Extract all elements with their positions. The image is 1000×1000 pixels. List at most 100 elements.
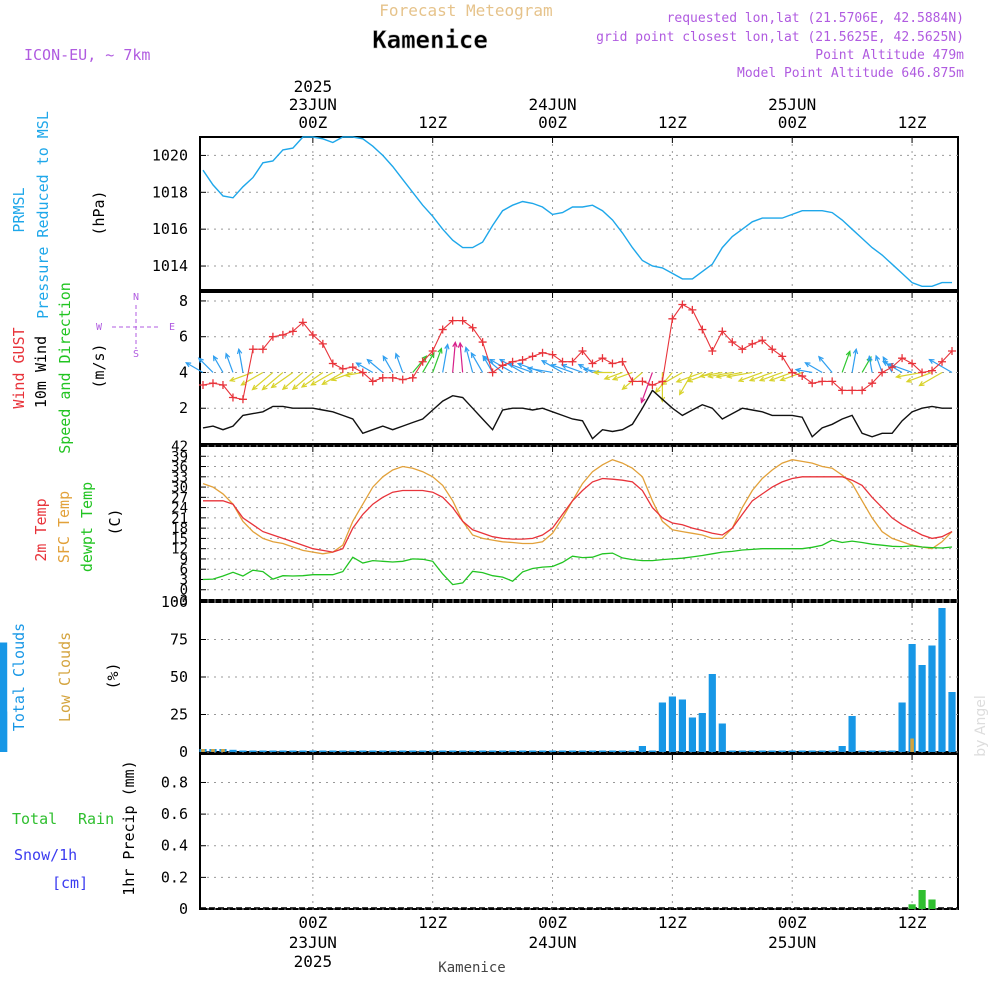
wind-arrow xyxy=(442,344,449,373)
wind-gust-marker xyxy=(838,386,847,395)
top-hour-label: 00Z xyxy=(538,113,567,132)
top-hour-label: 00Z xyxy=(778,113,807,132)
total-clouds-bar xyxy=(858,750,866,752)
wind-arrow xyxy=(271,371,294,388)
wind-arrow xyxy=(213,355,224,373)
pressure-series xyxy=(202,136,952,287)
wind-series xyxy=(185,300,957,440)
wind-gust-marker xyxy=(628,377,637,386)
total-clouds-bar xyxy=(798,750,806,752)
total-clouds-bar xyxy=(918,665,926,752)
wind-arrowhead xyxy=(310,380,317,386)
compass-e: E xyxy=(169,322,175,333)
temp-dewpt-label: dewpt Temp xyxy=(78,482,96,572)
temp-2m-label: 2m Temp xyxy=(32,498,50,561)
wind-gust-marker xyxy=(208,379,217,388)
temp-ytick-label: 6 xyxy=(180,562,188,578)
temp-ytick-label: 3 xyxy=(180,572,188,588)
wind-gust-marker xyxy=(918,368,927,377)
wind-gust-label: Wind GUST xyxy=(10,327,28,408)
total-clouds-bar xyxy=(509,750,517,752)
wind-gust-marker xyxy=(788,368,797,377)
precip-snow-label: Snow/1h xyxy=(14,846,77,864)
total-clouds-bar xyxy=(728,750,736,752)
wind-arrowhead xyxy=(804,362,811,368)
total-clouds-bar xyxy=(469,750,477,752)
precip-series xyxy=(200,890,958,909)
wind-arrowhead xyxy=(526,366,534,372)
clouds-ytick-label: 0 xyxy=(179,743,188,761)
wind-gust-marker xyxy=(408,373,417,382)
rain-bar xyxy=(928,899,936,909)
total-clouds-bar xyxy=(688,717,696,752)
wind-gust-marker xyxy=(538,348,547,357)
top-hour-label: 12Z xyxy=(658,113,687,132)
wind-arrowhead xyxy=(228,376,236,382)
total-clouds-bar xyxy=(718,723,726,752)
wind-arrowhead xyxy=(875,354,881,361)
temp-ytick-label: -3 xyxy=(171,593,188,609)
total-clouds-bar xyxy=(309,750,317,752)
wind-arrow xyxy=(851,349,857,373)
wind-arrowhead xyxy=(794,367,802,373)
wind-arrowhead xyxy=(675,377,682,383)
wind-arrow xyxy=(604,371,623,380)
wind-gust-marker xyxy=(498,361,507,370)
precip-panel-frame xyxy=(199,753,959,910)
total-clouds-bar xyxy=(648,750,656,752)
bottom-hour-label: 12Z xyxy=(658,913,687,932)
temp-ytick-label: 24 xyxy=(171,501,188,517)
temp-panel-frame xyxy=(199,445,959,601)
wind-arrow xyxy=(896,371,923,378)
wind-arrowhead xyxy=(321,379,328,385)
clouds-unit: (%) xyxy=(104,662,122,689)
chart-title: Forecast Meteogram xyxy=(379,1,552,20)
wind-arrow xyxy=(412,355,427,373)
compass-w: W xyxy=(96,322,103,333)
precip-ylabel: 1hr Precip (mm) xyxy=(120,760,138,895)
wind-arrow xyxy=(229,371,254,382)
wind-arrow xyxy=(528,367,553,374)
wind-arrow xyxy=(198,357,214,373)
temp-ytick-label: 42 xyxy=(171,439,188,455)
total-clouds-bar xyxy=(878,750,886,752)
wind-gust-marker xyxy=(348,363,357,372)
pressure-unit: (hPa) xyxy=(90,190,108,235)
gridpoint-coords: grid point closest lon,lat (21.5625E, 42… xyxy=(596,30,964,45)
wind-arrowhead xyxy=(281,384,288,391)
wind-gust-marker xyxy=(658,377,667,386)
wind-y-ticks: 2 4 6 8 xyxy=(179,292,188,417)
wind-arrow xyxy=(356,362,374,373)
bottom-year-label: 2025 xyxy=(294,952,333,971)
wind-arrow xyxy=(422,352,435,373)
total-clouds-bar xyxy=(708,674,716,752)
wind-gust-marker xyxy=(198,380,207,389)
wind-arrow xyxy=(382,355,394,373)
wind-arrow xyxy=(282,372,304,390)
pressure-line xyxy=(202,136,952,287)
total-clouds-bar xyxy=(868,750,876,752)
requested-coords: requested lon,lat (21.5706E, 42.5884N) xyxy=(667,11,964,26)
pressure-y-ticks: 1014 1016 1018 1020 xyxy=(152,146,188,275)
total-clouds-bar xyxy=(489,750,497,752)
wind-gust-marker xyxy=(458,316,467,325)
total-clouds-bar xyxy=(449,750,457,752)
wind-arrow xyxy=(795,369,813,374)
wind-gust-marker xyxy=(358,368,367,377)
wind-arrowhead xyxy=(895,373,902,379)
rain-bar xyxy=(908,904,916,909)
wind-arrowhead xyxy=(330,376,337,382)
temp-series xyxy=(202,458,953,586)
total-clouds-bar xyxy=(459,750,467,752)
total-clouds-bar xyxy=(249,750,257,752)
total-clouds-bar xyxy=(588,750,597,752)
wind-arrow xyxy=(780,371,803,381)
total-clouds-bar xyxy=(479,750,487,752)
total-clouds-bar xyxy=(529,750,537,752)
wind-arrow xyxy=(541,360,563,373)
wind-gust-marker xyxy=(428,347,437,356)
wind-arrowhead xyxy=(482,355,489,361)
wind-gust-marker xyxy=(938,357,947,366)
wind-arrowhead xyxy=(679,389,685,396)
